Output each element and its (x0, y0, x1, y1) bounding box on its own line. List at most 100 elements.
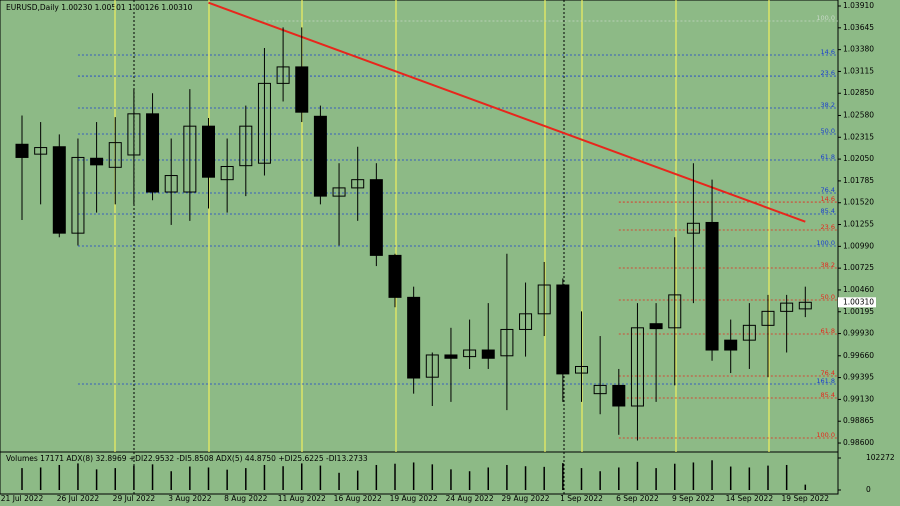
candle-body (630, 327, 644, 407)
candle-body (575, 365, 588, 374)
candle-body (369, 179, 383, 256)
candle-body (742, 324, 756, 341)
fib-label: 50.0 (821, 293, 835, 301)
candle-body (649, 323, 663, 330)
candle-body (612, 384, 626, 407)
y-tick-label: 1.00990 (843, 241, 874, 250)
fib-label: 23.6 (821, 223, 835, 231)
fib-label: 61.8 (821, 327, 835, 335)
candle-body (537, 284, 551, 315)
candle-body (593, 384, 607, 395)
fib-label: 50.0 (821, 127, 835, 135)
y-tick-label: 0.99660 (843, 351, 874, 360)
x-tick-label: 6 Sep 2022 (616, 494, 659, 503)
candle-body (127, 113, 141, 156)
x-tick-label: 19 Aug 2022 (390, 494, 438, 503)
current-price-label: 1.00310 (843, 297, 874, 306)
candle-body (798, 301, 812, 310)
fib-label: 38.2 (821, 261, 835, 269)
fib-label: 100.0 (816, 431, 835, 439)
fib-label: 61.8 (821, 153, 835, 161)
candle-body (239, 125, 253, 167)
y-tick-label: 1.00725 (843, 263, 874, 272)
candle-body (668, 294, 682, 329)
y-tick-label: 0.99130 (843, 394, 874, 403)
fib-label: 100.0 (816, 239, 835, 247)
candle-body (276, 66, 290, 84)
volume-panel (0, 451, 839, 495)
candle-body (108, 142, 122, 168)
candle-body (780, 302, 794, 312)
x-tick-label: 8 Aug 2022 (224, 494, 267, 503)
candle-body (90, 157, 104, 166)
x-tick-label: 16 Aug 2022 (334, 494, 382, 503)
y-tick-label: 0.98600 (843, 438, 874, 447)
candle-body (761, 310, 775, 326)
candle-body (71, 156, 85, 234)
fib-label: 14.6 (821, 48, 835, 56)
candle-body (481, 349, 495, 359)
y-tick-label: 1.02050 (843, 154, 874, 163)
candle-body (407, 296, 421, 379)
fib-label: 76.4 (821, 369, 835, 377)
candle-body (705, 221, 719, 351)
fib-label: 23.6 (821, 69, 835, 77)
x-tick-label: 21 Jul 2022 (1, 494, 44, 503)
x-tick-label: 24 Aug 2022 (446, 494, 494, 503)
x-tick-label: 19 Sep 2022 (782, 494, 830, 503)
fib-label: 85.4 (821, 207, 835, 215)
candle-body (183, 125, 197, 193)
y-tick-label: 0.98865 (843, 416, 874, 425)
y-tick-label: 1.01785 (843, 176, 874, 185)
candle-body (519, 313, 533, 330)
candle-body (220, 165, 234, 181)
candle-body (202, 125, 215, 178)
candle-body (425, 354, 439, 378)
y-tick-label: 1.02850 (843, 88, 874, 97)
candle-body (257, 82, 271, 164)
y-tick-label: 1.03115 (843, 66, 874, 75)
candle-body (164, 175, 178, 193)
x-tick-label: 29 Jul 2022 (113, 494, 156, 503)
candle-body (500, 328, 514, 357)
candle-body (332, 187, 346, 197)
fib-label: 85.4 (821, 391, 835, 399)
x-tick-label: 11 Aug 2022 (278, 494, 326, 503)
x-tick-label: 1 Sep 2022 (560, 494, 603, 503)
candle-body (388, 254, 402, 298)
fib-label: 161.8 (816, 377, 835, 385)
candle-body (463, 349, 477, 358)
candle-body (351, 179, 365, 189)
volume-tick-label: 0 (866, 485, 871, 494)
x-tick-label: 26 Jul 2022 (57, 494, 100, 503)
y-tick-label: 1.01255 (843, 220, 874, 229)
fib-label: 38.2 (821, 101, 835, 109)
x-tick-label: 9 Sep 2022 (672, 494, 715, 503)
current-price-box (838, 297, 876, 308)
candle-body (34, 147, 48, 155)
volume-tick-label: 102272 (866, 453, 895, 462)
y-tick-label: 0.99395 (843, 373, 874, 382)
y-tick-label: 1.03910 (843, 1, 874, 10)
trendline (208, 1, 806, 223)
y-tick-label: 1.00195 (843, 307, 874, 316)
y-tick-label: 1.00460 (843, 285, 874, 294)
candle-body (556, 284, 570, 375)
fib-label: 14.6 (821, 195, 835, 203)
fib-label: 100.0 (816, 14, 835, 22)
y-tick-label: 0.99930 (843, 329, 874, 338)
candle-body (146, 113, 160, 193)
indicator-label: Volumes 17171 ADX(8) 32.8969 +DI22.9532 … (6, 454, 368, 463)
y-tick-label: 1.01520 (843, 198, 874, 207)
y-tick-label: 1.02580 (843, 110, 874, 119)
x-tick-label: 3 Aug 2022 (168, 494, 211, 503)
y-tick-label: 1.03380 (843, 45, 874, 54)
candle-body (295, 66, 309, 113)
candle-body (52, 146, 66, 234)
y-tick-label: 1.02315 (843, 132, 874, 141)
candle-body (313, 115, 327, 197)
candle-body (15, 143, 29, 158)
fib-label: 76.4 (821, 186, 835, 194)
